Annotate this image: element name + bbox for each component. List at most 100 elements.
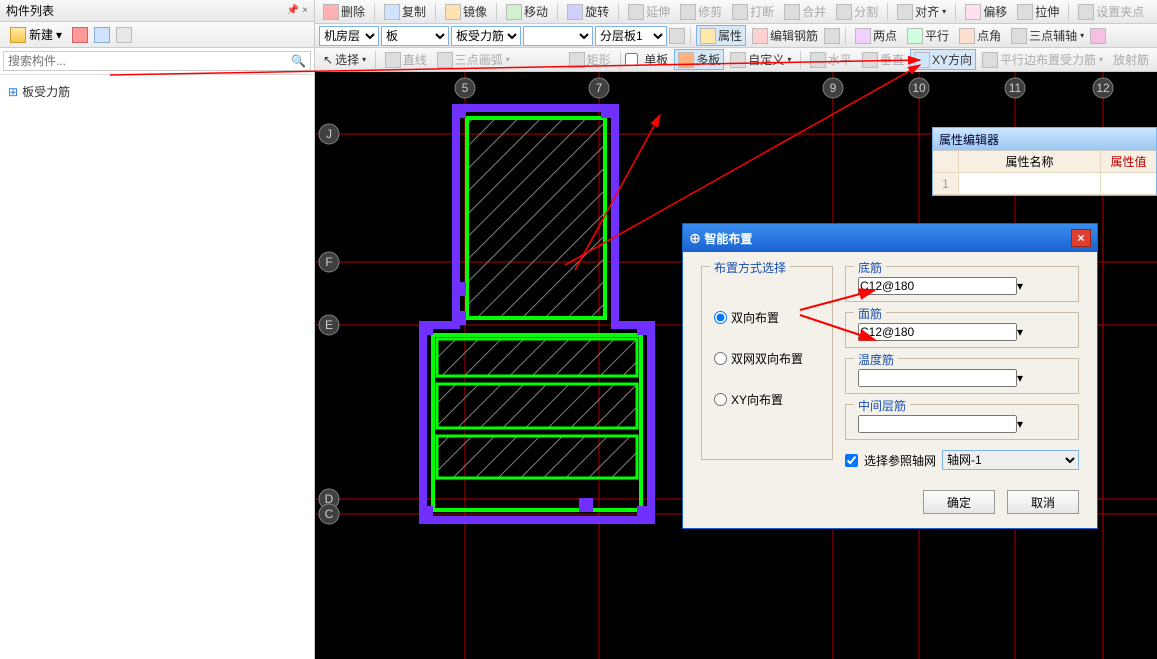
component-combo[interactable]: 板 <box>381 26 449 46</box>
break-button[interactable]: 打断 <box>728 1 778 22</box>
top-rebar-label: 面筋 <box>854 305 886 322</box>
radio-double-net[interactable]: 双网双向布置 <box>714 350 820 367</box>
bottom-rebar-label: 底筋 <box>854 259 886 276</box>
extend-button[interactable]: 延伸 <box>624 1 674 22</box>
chevron-down-icon[interactable]: ▾ <box>1017 371 1023 385</box>
stretch-button[interactable]: 拉伸 <box>1013 1 1063 22</box>
copy-icon <box>384 4 400 20</box>
instance-combo[interactable] <box>523 26 593 46</box>
merge-icon <box>784 4 800 20</box>
threeaux-button[interactable]: 三点辅轴▾ <box>1007 25 1088 46</box>
arc-icon <box>437 52 453 68</box>
mid-rebar-input[interactable] <box>858 415 1017 433</box>
horiz-button[interactable]: 水平 <box>806 49 856 70</box>
top-rebar-input[interactable] <box>858 323 1017 341</box>
rect-button[interactable]: 矩形 <box>565 49 615 70</box>
trim-button[interactable]: 修剪 <box>676 1 726 22</box>
temp-rebar-input[interactable] <box>858 369 1017 387</box>
search-icon[interactable]: 🔍 <box>291 54 306 68</box>
custom-icon <box>730 52 746 68</box>
line-button[interactable]: 直线 <box>381 49 431 70</box>
split-icon <box>836 4 852 20</box>
mirror-icon <box>445 4 461 20</box>
pen-icon[interactable] <box>1090 28 1106 44</box>
draw-toolbar: ↖选择▾ 直线 三点画弧▾ 矩形 单板 多板 自定义▾ 水平 垂直 XY方向 平… <box>315 48 1157 72</box>
temp-rebar-label: 温度筋 <box>854 351 898 368</box>
arc3-button[interactable]: 三点画弧▾ <box>433 49 514 70</box>
parallel-button[interactable]: 平行 <box>903 25 953 46</box>
misc-icon[interactable] <box>824 28 840 44</box>
twopt-button[interactable]: 两点 <box>851 25 901 46</box>
ok-button[interactable]: 确定 <box>923 490 995 514</box>
align-button[interactable]: 对齐▾ <box>893 1 950 22</box>
mid-rebar-fieldset: 中间层筋 ▾ <box>845 404 1079 440</box>
layer-dd-icon[interactable] <box>669 28 685 44</box>
top-toolbars: 删除 复制 镜像 移动 旋转 延伸 修剪 打断 合并 分割 对齐▾ 偏移 拉伸 … <box>315 0 1157 72</box>
dialog-title-bar[interactable]: ⊕ 智能布置 × <box>683 224 1097 252</box>
mirror-button[interactable]: 镜像 <box>441 1 491 22</box>
property-icon <box>700 28 716 44</box>
parallel-place-icon <box>982 52 998 68</box>
edit-toolbar: 删除 复制 镜像 移动 旋转 延伸 修剪 打断 合并 分割 对齐▾ 偏移 拉伸 … <box>315 0 1157 24</box>
layout-mode-fieldset: 布置方式选择 双向布置 双网双向布置 XY向布置 <box>701 266 833 460</box>
new-icon <box>10 27 26 43</box>
chevron-down-icon[interactable]: ▾ <box>1017 417 1023 431</box>
axis-checkbox[interactable] <box>845 454 858 467</box>
bottom-rebar-input[interactable] <box>858 277 1017 295</box>
new-button[interactable]: 新建 ▾ <box>6 24 66 45</box>
merge-button[interactable]: 合并 <box>780 1 830 22</box>
single-button[interactable]: 单板 <box>640 49 672 70</box>
parallel-place-button[interactable]: 平行边布置受力筋▾ <box>978 49 1107 70</box>
select-button[interactable]: ↖选择▾ <box>319 49 370 70</box>
close-button[interactable]: × <box>1071 229 1091 247</box>
radial-button[interactable]: 放射筋 <box>1109 49 1153 70</box>
extend-icon <box>628 4 644 20</box>
chevron-down-icon[interactable]: ▾ <box>1017 325 1023 339</box>
cursor-icon: ↖ <box>323 53 333 67</box>
dialog-buttons: 确定 取消 <box>683 480 1097 528</box>
split-button[interactable]: 分割 <box>832 1 882 22</box>
line-icon <box>385 52 401 68</box>
delete-icon[interactable] <box>72 27 88 43</box>
paste-icon[interactable] <box>116 27 132 43</box>
rotate-button[interactable]: 旋转 <box>563 1 613 22</box>
cancel-button[interactable]: 取消 <box>1007 490 1079 514</box>
custom-button[interactable]: 自定义▾ <box>726 49 795 70</box>
delete-icon <box>323 4 339 20</box>
search-input[interactable] <box>3 51 311 71</box>
dialog-icon: ⊕ <box>689 232 701 246</box>
layer-combo[interactable]: 分层板1 <box>595 26 667 46</box>
break-icon <box>732 4 748 20</box>
component-tree: ⊞ 板受力筋 <box>0 75 314 108</box>
axis-label: 选择参照轴网 <box>864 452 936 469</box>
move-button[interactable]: 移动 <box>502 1 552 22</box>
subcomponent-combo[interactable]: 板受力筋 <box>451 26 521 46</box>
setgrip-button[interactable]: 设置夹点 <box>1074 1 1148 22</box>
vert-button[interactable]: 垂直 <box>858 49 908 70</box>
svg-text:J: J <box>326 127 332 141</box>
radio-xy[interactable]: XY向布置 <box>714 391 820 408</box>
edit-rebar-button[interactable]: 编辑钢筋 <box>748 25 822 46</box>
panel-toolbar: 新建 ▾ <box>0 22 314 48</box>
axis-combo[interactable]: 轴网-1 <box>942 450 1079 470</box>
ptangle-button[interactable]: 点角 <box>955 25 1005 46</box>
copy-button[interactable]: 复制 <box>380 1 430 22</box>
xydir-button[interactable]: XY方向 <box>910 49 976 70</box>
property-row[interactable]: 1 <box>933 173 1156 195</box>
offset-button[interactable]: 偏移 <box>961 1 1011 22</box>
floor-combo[interactable]: 机房层 <box>319 26 379 46</box>
delete-button[interactable]: 删除 <box>319 1 369 22</box>
col-name-header: 属性名称 <box>959 151 1101 172</box>
setgrip-icon <box>1078 4 1094 20</box>
single-check[interactable] <box>625 53 638 66</box>
radio-bidirectional[interactable]: 双向布置 <box>714 309 820 326</box>
svg-text:9: 9 <box>830 81 837 95</box>
copy-icon[interactable] <box>94 27 110 43</box>
multi-icon <box>678 52 694 68</box>
tree-item-slab-rebar[interactable]: ⊞ 板受力筋 <box>8 81 306 102</box>
svg-text:E: E <box>325 318 333 332</box>
chevron-down-icon[interactable]: ▾ <box>1017 279 1023 293</box>
pin-icon[interactable]: 📌 × <box>287 5 308 16</box>
property-button[interactable]: 属性 <box>696 25 746 46</box>
multi-button[interactable]: 多板 <box>674 49 724 70</box>
